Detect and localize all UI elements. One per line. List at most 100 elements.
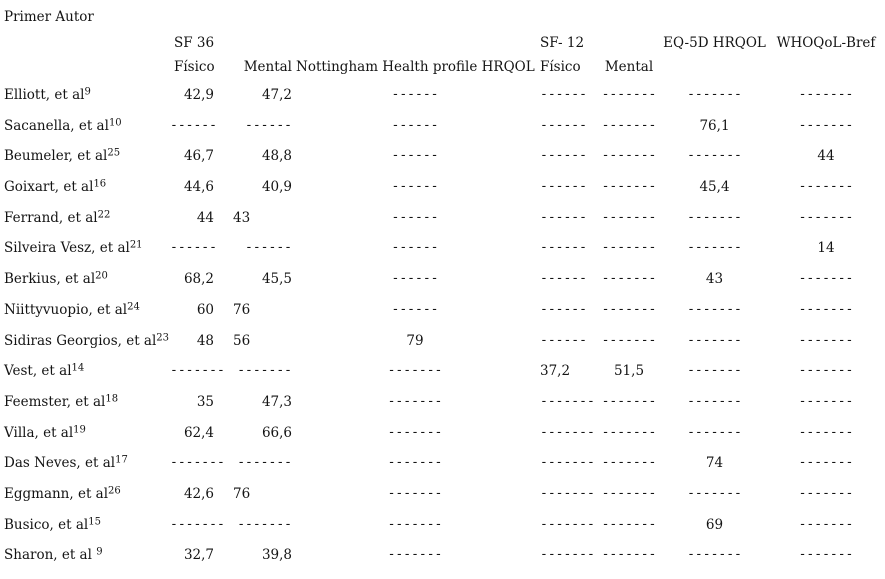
author-cell: Eggmann, et al26: [0, 481, 170, 512]
sf12-mental-value: -------: [601, 393, 657, 409]
sf12-mental-value: -------: [601, 148, 657, 164]
eq5d-hrqol-value: -------: [687, 148, 742, 164]
eq5d-hrqol-value: 43: [705, 271, 724, 288]
sf36-fisico-value: 35: [196, 393, 214, 410]
author-name: Feemster, et al: [4, 393, 106, 410]
table-row: Silveira Vesz, et al21 ------ ------ ---…: [0, 235, 885, 266]
nottingham-hrqol-value: -------: [387, 363, 443, 379]
sf36-fisico-value: 42,6: [183, 485, 214, 502]
sf36-mental-value: 43: [233, 209, 251, 226]
whoqol-bref-value: -------: [798, 516, 854, 532]
sf36-fisico-value: 60: [196, 301, 214, 318]
sf12-fisico-value: -------: [540, 547, 595, 563]
whoqol-bref-value: -------: [798, 271, 854, 287]
author-cell: Niittyvuopio, et al24: [0, 297, 170, 328]
sf12-mental-value: -------: [601, 87, 657, 102]
table-group-header-row: SF 36 SF- 12 EQ-5D HRQOL WHOQoL-Bref: [0, 30, 885, 54]
subheader-sf36-mental: Mental: [243, 59, 292, 75]
author-cell: Vest, et al14: [0, 358, 170, 389]
sf36-fisico-value: -------: [170, 455, 225, 471]
sf36-mental-value: -------: [237, 363, 292, 379]
sf12-mental-value: -------: [601, 516, 657, 532]
sf36-fisico-value: 48: [196, 332, 214, 349]
whoqol-bref-value: -------: [798, 363, 854, 379]
author-name: Sidiras Georgios, et al: [4, 332, 157, 349]
reference-superscript: 17: [115, 454, 128, 466]
whoqol-bref-value: -------: [798, 301, 854, 317]
sf36-mental-value: 47,3: [261, 393, 292, 410]
sf36-mental-value: ------: [245, 117, 292, 133]
author-name: Sacanella, et al: [4, 117, 109, 134]
author-name: Ferrand, et al: [4, 209, 98, 226]
author-cell: Das Neves, et al17: [0, 450, 170, 481]
table-row: Elliott, et al9 42,9 47,2 ------ ------ …: [0, 82, 885, 113]
author-cell: Sacanella, et al10: [0, 113, 170, 144]
eq5d-hrqol-value: 69: [705, 516, 724, 533]
author-name: Niittyvuopio, et al: [4, 301, 128, 318]
author-cell: Villa, et al19: [0, 420, 170, 451]
spacer-cell: [662, 54, 767, 82]
nottingham-hrqol-value: ------: [391, 179, 439, 195]
table-title-row: Primer Autor: [0, 0, 885, 30]
table-row: Niittyvuopio, et al24 60 76 ------ -----…: [0, 297, 885, 328]
eq5d-hrqol-value: -------: [687, 393, 742, 409]
reference-superscript: 9: [84, 86, 91, 98]
author-cell: Ferrand, et al22: [0, 205, 170, 236]
sf12-mental-value: -------: [601, 301, 657, 317]
sf12-mental-value: -------: [601, 240, 657, 256]
nottingham-hrqol-value: ------: [391, 271, 439, 287]
author-name: Beumeler, et al: [4, 148, 108, 165]
nottingham-hrqol-value: ------: [391, 117, 439, 133]
whoqol-bref-value: -------: [798, 455, 854, 471]
column-header-primer-autor: Primer Autor: [4, 9, 94, 25]
author-name: Vest, et al: [4, 363, 72, 380]
reference-superscript: 18: [105, 393, 119, 405]
reference-superscript: 16: [93, 178, 107, 190]
sf12-fisico-value: ------: [540, 332, 587, 348]
sf12-fisico-value: -------: [540, 424, 595, 440]
table-row: Sacanella, et al10 ------ ------ ------ …: [0, 113, 885, 144]
table-row: Sidiras Georgios, et al23 48 56 79 -----…: [0, 328, 885, 359]
sf36-mental-value: 45,5: [261, 271, 292, 288]
sf12-fisico-value: ------: [540, 148, 587, 164]
sf12-fisico-value: ------: [540, 209, 587, 225]
whoqol-bref-value: -------: [798, 393, 854, 409]
whoqol-bref-value: 44: [817, 148, 835, 165]
whoqol-bref-value: -------: [798, 87, 854, 102]
column-group-sf12: SF- 12: [540, 35, 585, 51]
sf12-fisico-value: ------: [540, 301, 587, 317]
sf12-mental-value: -------: [601, 117, 657, 133]
subheader-sf36-fisico: Físico: [174, 59, 215, 75]
author-cell: Silveira Vesz, et al21: [0, 235, 170, 266]
spacer-cell: [0, 30, 170, 54]
table-body: Elliott, et al9 42,9 47,2 ------ ------ …: [0, 82, 885, 573]
sf12-fisico-value: ------: [540, 271, 587, 287]
table-row: Villa, et al19 62,4 66,6 ------- -------…: [0, 420, 885, 451]
spacer-cell: [596, 30, 662, 54]
author-name: Silveira Vesz, et al: [4, 240, 130, 257]
author-cell: Sharon, et al 9: [0, 542, 170, 573]
spacer-cell: [767, 54, 885, 82]
sf36-mental-value: 76: [233, 301, 251, 318]
author-name: Villa, et al: [4, 424, 74, 441]
sf36-fisico-value: 68,2: [183, 271, 214, 288]
reference-superscript: 23: [156, 332, 170, 343]
sf12-mental-value: -------: [601, 424, 657, 440]
sf36-mental-value: 66,6: [261, 424, 292, 441]
author-cell: Feemster, et al18: [0, 389, 170, 420]
reference-superscript: 10: [108, 117, 122, 129]
sf12-mental-value: -------: [601, 455, 657, 471]
sf36-fisico-value: ------: [170, 240, 217, 256]
nottingham-hrqol-value: -------: [387, 455, 443, 471]
reference-superscript: 15: [88, 516, 101, 528]
sf36-mental-value: ------: [245, 240, 292, 256]
nottingham-hrqol-value: ------: [391, 240, 439, 256]
nottingham-hrqol-value: -------: [387, 424, 443, 440]
reference-superscript: 21: [129, 239, 143, 251]
whoqol-bref-value: -------: [798, 424, 854, 440]
eq5d-hrqol-value: -------: [687, 209, 742, 225]
table-row: Ferrand, et al22 44 43 ------ ------ ---…: [0, 205, 885, 236]
nottingham-hrqol-value: ------: [391, 87, 439, 102]
sf36-fisico-value: 32,7: [183, 547, 214, 564]
eq5d-hrqol-value: 74: [705, 455, 724, 472]
